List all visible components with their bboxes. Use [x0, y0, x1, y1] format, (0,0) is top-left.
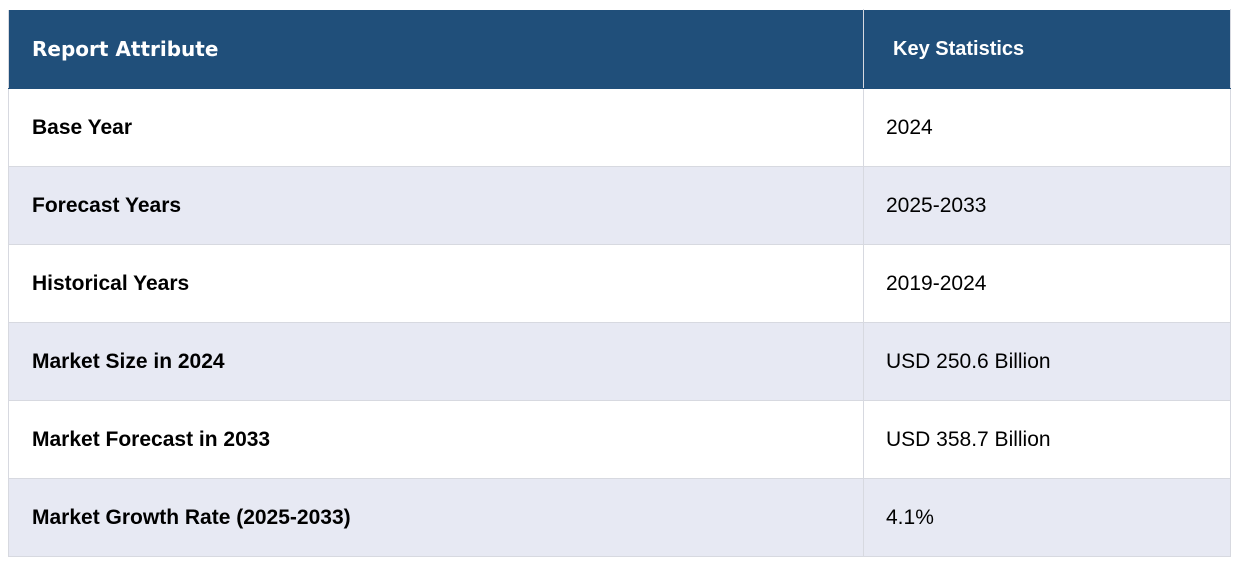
row-attribute: Market Growth Rate (2025-2033) — [8, 478, 864, 557]
table-row: Forecast Years 2025-2033 — [8, 166, 1231, 245]
row-attribute: Market Forecast in 2033 — [8, 400, 864, 479]
row-value: 4.1% — [863, 478, 1231, 557]
row-attribute: Historical Years — [8, 244, 864, 323]
table-row: Historical Years 2019-2024 — [8, 244, 1231, 323]
table-row: Market Size in 2024 USD 250.6 Billion — [8, 322, 1231, 401]
row-attribute: Base Year — [8, 88, 864, 167]
row-attribute: Forecast Years — [8, 166, 864, 245]
column-header-key-statistics: Key Statistics — [863, 9, 1231, 89]
header-row: Report Attribute Key Statistics — [8, 9, 1231, 89]
row-value: 2024 — [863, 88, 1231, 167]
table-row: Base Year 2024 — [8, 88, 1231, 167]
table-header: Report Attribute Key Statistics — [8, 9, 1231, 89]
row-value: USD 358.7 Billion — [863, 400, 1231, 479]
row-value: 2019-2024 — [863, 244, 1231, 323]
report-statistics-table: Report Attribute Key Statistics Base Yea… — [8, 9, 1231, 557]
column-header-report-attribute: Report Attribute — [8, 9, 864, 89]
table-body: Base Year 2024 Forecast Years 2025-2033 … — [8, 88, 1231, 557]
row-attribute: Market Size in 2024 — [8, 322, 864, 401]
row-value: 2025-2033 — [863, 166, 1231, 245]
row-value: USD 250.6 Billion — [863, 322, 1231, 401]
table-row: Market Growth Rate (2025-2033) 4.1% — [8, 478, 1231, 557]
table-row: Market Forecast in 2033 USD 358.7 Billio… — [8, 400, 1231, 479]
